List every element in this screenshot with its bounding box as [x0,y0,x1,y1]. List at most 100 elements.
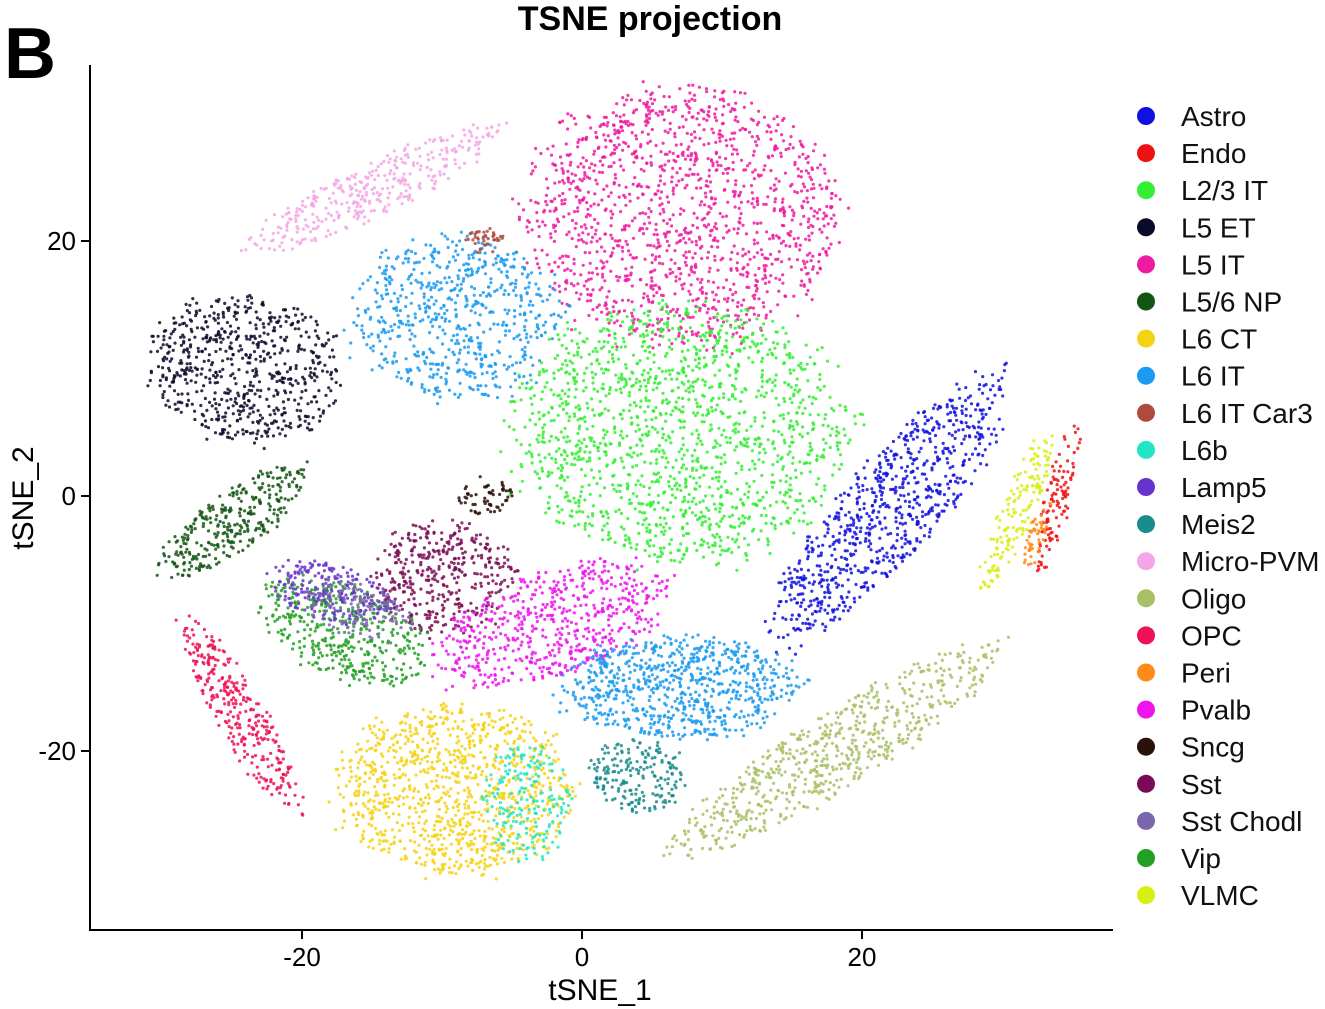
data-point [525,292,529,296]
data-point [657,450,661,454]
data-point [746,437,750,441]
data-point [592,202,596,206]
data-point [221,415,225,419]
data-point [552,393,556,397]
data-point [684,484,688,489]
data-point [783,381,787,385]
data-point [809,259,813,263]
data-point [780,260,784,264]
data-point [593,163,597,167]
data-point [642,322,646,326]
data-point [754,344,758,348]
data-point [476,336,480,340]
data-point [245,337,249,341]
data-point [705,338,709,342]
data-point [540,361,544,365]
data-point [643,548,647,553]
data-point [654,222,658,226]
data-point [746,263,750,267]
data-point [735,261,740,265]
data-point [818,227,822,231]
data-point [509,400,513,404]
data-point [589,240,593,244]
data-point [483,251,487,255]
data-point [632,308,636,312]
data-point [534,316,538,320]
data-point [562,181,566,185]
data-point [525,381,529,385]
data-point [457,144,461,148]
data-point [643,511,647,515]
data-point [782,116,786,121]
data-point [574,245,578,249]
data-point [259,359,263,363]
data-point [793,160,797,164]
data-point [627,224,631,228]
data-point [600,286,604,290]
data-point [743,252,748,256]
data-point [455,243,459,247]
data-point [277,319,281,323]
data-point [208,368,212,372]
data-point [651,108,655,113]
data-point [527,281,531,285]
data-point [566,402,570,406]
data-point [605,124,609,128]
data-point [678,267,682,271]
data-point [577,455,581,459]
data-point [602,265,606,269]
data-point [661,399,665,403]
data-point [317,407,321,411]
data-point [764,337,768,341]
data-point [709,229,713,233]
data-point [204,375,208,379]
data-point [380,187,385,191]
data-point [166,399,170,403]
data-point [801,504,805,508]
data-point [704,87,709,91]
data-point [187,311,192,315]
data-point [458,351,462,355]
data-point [529,355,533,359]
data-point [365,176,369,180]
data-point [351,296,355,300]
data-point [622,340,626,344]
data-point [632,109,636,113]
data-point [568,514,572,518]
data-point [760,360,764,364]
data-point [454,313,458,317]
data-point [739,158,744,162]
data-point [600,411,604,415]
data-point [749,117,754,121]
data-point [453,162,458,166]
data-point [708,317,712,321]
data-point [674,458,678,462]
data-point [592,149,597,153]
data-point [406,248,410,252]
data-point [607,392,611,396]
data-point [498,385,502,389]
data-point [201,337,205,341]
data-point [755,317,759,321]
data-point [597,145,601,149]
data-point [806,271,810,275]
data-point [704,296,708,300]
data-point [459,287,463,291]
data-point [734,290,738,294]
data-point [675,171,679,175]
data-point [799,175,803,179]
data-point [445,266,449,270]
data-point [735,568,739,572]
data-point [691,380,695,384]
data-point [795,258,800,262]
data-point [803,367,807,371]
data-point [802,214,806,218]
data-point [734,445,739,449]
data-point [760,385,764,389]
data-point [874,570,878,574]
data-point [645,539,649,543]
data-point [611,212,615,216]
data-point [301,199,305,203]
data-point [888,559,892,563]
data-point [503,263,507,268]
